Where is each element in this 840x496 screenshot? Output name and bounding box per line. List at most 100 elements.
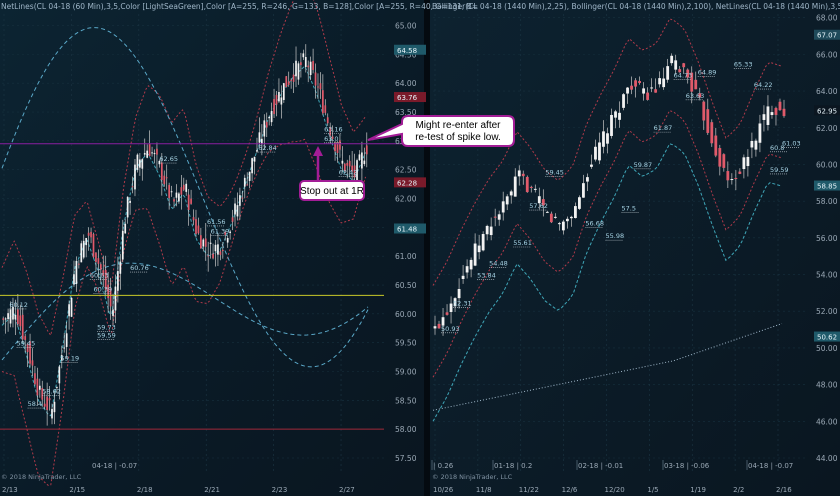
candle-body [465,266,469,273]
point-label: 62.84 [258,144,277,152]
candle-body [358,154,361,161]
left-price-tick: 60.50 [395,281,417,290]
candle-body [678,69,682,73]
candle-body [173,199,175,202]
reenter-line-2: re-test of spike low. [415,132,501,143]
candle-body [19,315,22,327]
left-time-tick: 2/27 [339,486,355,494]
left-time-axis[interactable]: 2/13 2/15 2/18 2/21 2/23 2/27 [2,486,355,494]
point-label: 59.59 [97,331,116,339]
candle-body [433,326,437,329]
candle-body [573,206,577,219]
price-box [394,177,426,188]
point-label: 50.93 [441,325,460,333]
right-time-tick: 2/2 [733,486,744,494]
candle-body [56,386,58,388]
left-price-tick: 58.00 [395,425,417,434]
candle-body [158,160,161,165]
candle-body [70,297,73,317]
candle-body [63,347,66,349]
candle-body [58,366,61,384]
candle-body [662,78,666,88]
candle-body [280,97,283,105]
point-label: 61.56 [207,218,226,226]
candle-body [501,201,505,213]
candle-body [295,60,297,77]
left-panel-note: 04-18 | -0.07 [92,462,137,470]
left-time-tick: 2/23 [272,486,288,494]
candle-body [485,225,489,235]
candle-body [221,250,224,252]
right-price-tick: 44.00 [816,454,838,463]
candle-body [114,286,117,311]
candle-body [754,140,758,150]
candle-body [565,218,569,222]
candle-body [143,153,146,155]
candle-body [290,79,292,81]
left-price-tick: 62.00 [395,195,417,204]
left-chart-panel[interactable] [0,0,424,496]
candle-body [445,312,449,315]
point-label: 61.03 [782,140,801,148]
candle-body [449,303,453,312]
left-price-tick: 59.50 [395,339,417,348]
candle-body [590,164,593,167]
candle-body [322,90,324,114]
left-price-axis[interactable]: 65.0064.5064.0063.5063.0062.5062.0061.50… [394,22,426,463]
candle-body [312,60,314,70]
panel-splitter[interactable] [424,0,430,496]
candle-body [341,160,344,164]
right-grid [433,14,806,472]
left-horizontal-lines [0,143,420,430]
candle-body [686,69,690,78]
candle-body [119,261,122,274]
point-label: 57.62 [529,202,548,210]
candle-body [104,270,107,290]
left-bands [1,0,369,487]
candle-body [48,398,51,401]
candle-body [304,57,307,67]
candle-body [248,171,251,181]
candle-body [148,144,151,157]
right-price-axis[interactable]: 68.00 66.00 64.00 62.00 60.00 58.00 56.00 54.00… [814,14,840,463]
right-price-tick: 54.00 [816,271,838,280]
candle-body [363,160,366,165]
right-time-axis[interactable]: 10/26 11/8 11/22 12/6 12/20 1/5 1/19 2/2 2/16 [433,486,792,494]
candle-body [246,184,249,186]
candle-body [107,284,109,299]
candle-body [561,221,565,231]
candle-body [268,117,271,119]
candle-body [241,197,244,199]
right-price-tick: 60.00 [816,160,838,169]
point-label: 53.84 [477,271,496,279]
candle-body [509,191,513,196]
right-bottom-label: 04-18 | -0.07 [748,462,793,470]
candle-body [650,87,654,89]
reenter-callout: Might re-enter after re-test of spike lo… [367,115,515,147]
candle-body [334,142,336,152]
left-price-tick: 65.00 [395,22,417,31]
right-time-tick: 2/16 [776,486,792,494]
candle-body [714,135,718,156]
right-bottom-labels: | 0.26 01-18 | 0.2 02-18 | -0.01 03-18 | -0… [431,460,793,470]
candle-body [82,240,85,258]
candle-body [493,216,497,218]
candle-body [324,105,327,113]
candle-body [92,234,95,258]
right-price-tick: 46.00 [816,417,838,426]
price-box-label: 62.95 [817,107,837,115]
candle-body [339,140,341,150]
candle-body [239,195,241,206]
candle-body [654,89,658,93]
left-price-tick: 62.50 [395,166,417,175]
point-label: 58.4 [28,400,42,408]
indicator-band [1,65,367,417]
candle-body [26,343,29,353]
candle-body [204,238,207,247]
price-box [394,92,426,103]
candle-body [258,132,261,143]
candle-body [774,107,778,115]
candle-body [4,318,7,320]
right-indicator-header: Bollinger(CL 04-18 (1440 Min),2,25), Bol… [432,2,840,11]
